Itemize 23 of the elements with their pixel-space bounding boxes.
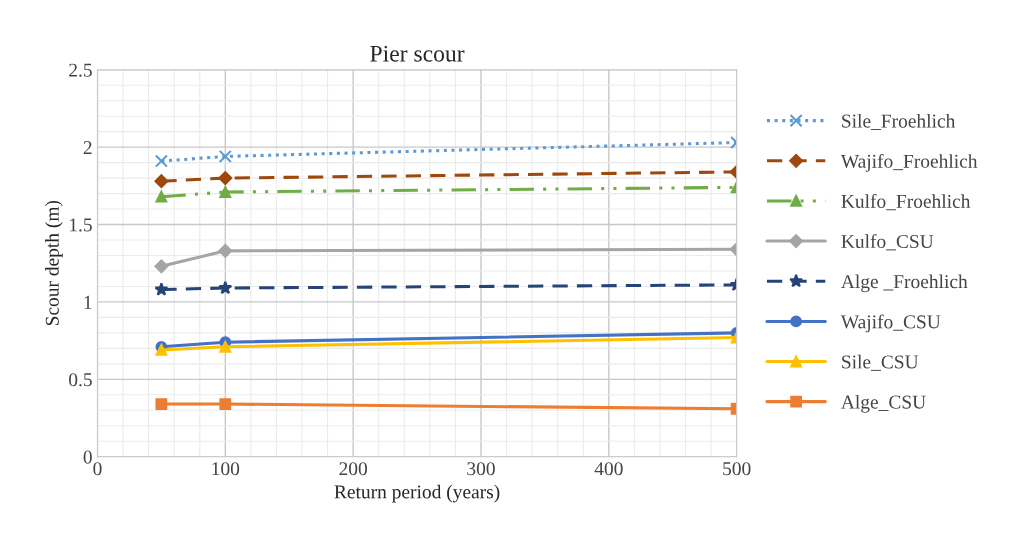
y-tick-label: 0.5 xyxy=(69,373,92,387)
y-tick-label: 0 xyxy=(83,450,92,464)
legend-label: Sile_CSU xyxy=(842,354,919,371)
legend-label: Alge _Froehlich xyxy=(841,274,968,293)
x-tick-label: 200 xyxy=(339,462,367,476)
legend-label: Alge_CSU xyxy=(841,394,926,413)
legend-label: Kulfo_CSU xyxy=(841,234,934,251)
legend-label: Kulfo_Froehlich xyxy=(841,194,971,211)
legend-label: Wajifo_CSU xyxy=(840,314,941,333)
chart-title: Pier scour xyxy=(370,45,465,62)
x-tick-label: 400 xyxy=(594,462,623,476)
x-tick-label: 0 xyxy=(93,462,102,476)
x-axis-title: Return period (years) xyxy=(334,484,500,503)
y-tick-label: 1 xyxy=(84,295,92,309)
y-tick-label: 1.5 xyxy=(70,218,92,232)
x-tick-label: 500 xyxy=(723,462,751,476)
y-tick-label: 2 xyxy=(83,141,92,154)
x-tick-label: 100 xyxy=(212,462,240,476)
x-tick-label: 300 xyxy=(467,462,495,476)
y-axis-title: Scour depth (m) xyxy=(45,200,63,326)
y-tick-label: 2.5 xyxy=(69,63,92,77)
legend-label: Sile_Froehlich xyxy=(842,113,956,130)
legend-label: Wajifo_Froehlich xyxy=(840,153,978,172)
